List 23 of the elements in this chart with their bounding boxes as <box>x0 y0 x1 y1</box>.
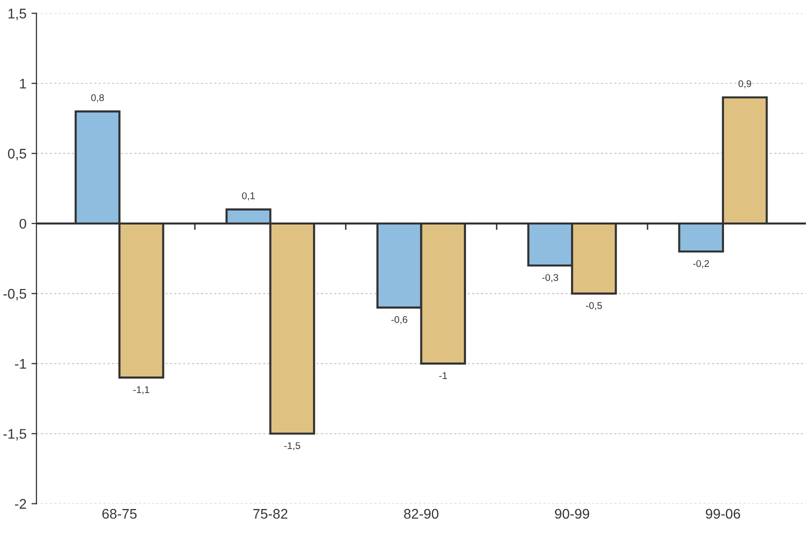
data-label: -1,5 <box>284 442 300 450</box>
data-label: -1,1 <box>133 386 150 394</box>
y-tick-label: -1 <box>14 359 26 369</box>
data-label: -1 <box>439 372 447 379</box>
data-label: -0,3 <box>542 274 558 282</box>
data-label: -0,2 <box>693 260 709 268</box>
data-label: -0,6 <box>391 316 408 324</box>
y-tick-label: -0,5 <box>3 288 26 300</box>
y-tick-label: 0 <box>20 218 26 229</box>
y-tick-label: -2 <box>14 499 26 509</box>
y-tick-label: 1 <box>20 78 26 88</box>
y-tick-label: -1,5 <box>3 429 26 440</box>
x-tick-label: 68-75 <box>102 508 137 519</box>
x-tick-label: 75-82 <box>253 508 288 519</box>
x-tick-label: 99-06 <box>706 508 740 519</box>
x-tick-label: 90-99 <box>554 508 590 519</box>
y-tick-label: 1,5 <box>8 8 26 20</box>
data-label: -0,5 <box>586 302 602 310</box>
data-label: 0,8 <box>91 94 104 102</box>
data-label: 0,9 <box>738 80 752 88</box>
y-tick-label: 0,5 <box>8 148 26 160</box>
data-label: 0,1 <box>242 192 255 200</box>
x-tick-label: 82-90 <box>404 508 438 519</box>
